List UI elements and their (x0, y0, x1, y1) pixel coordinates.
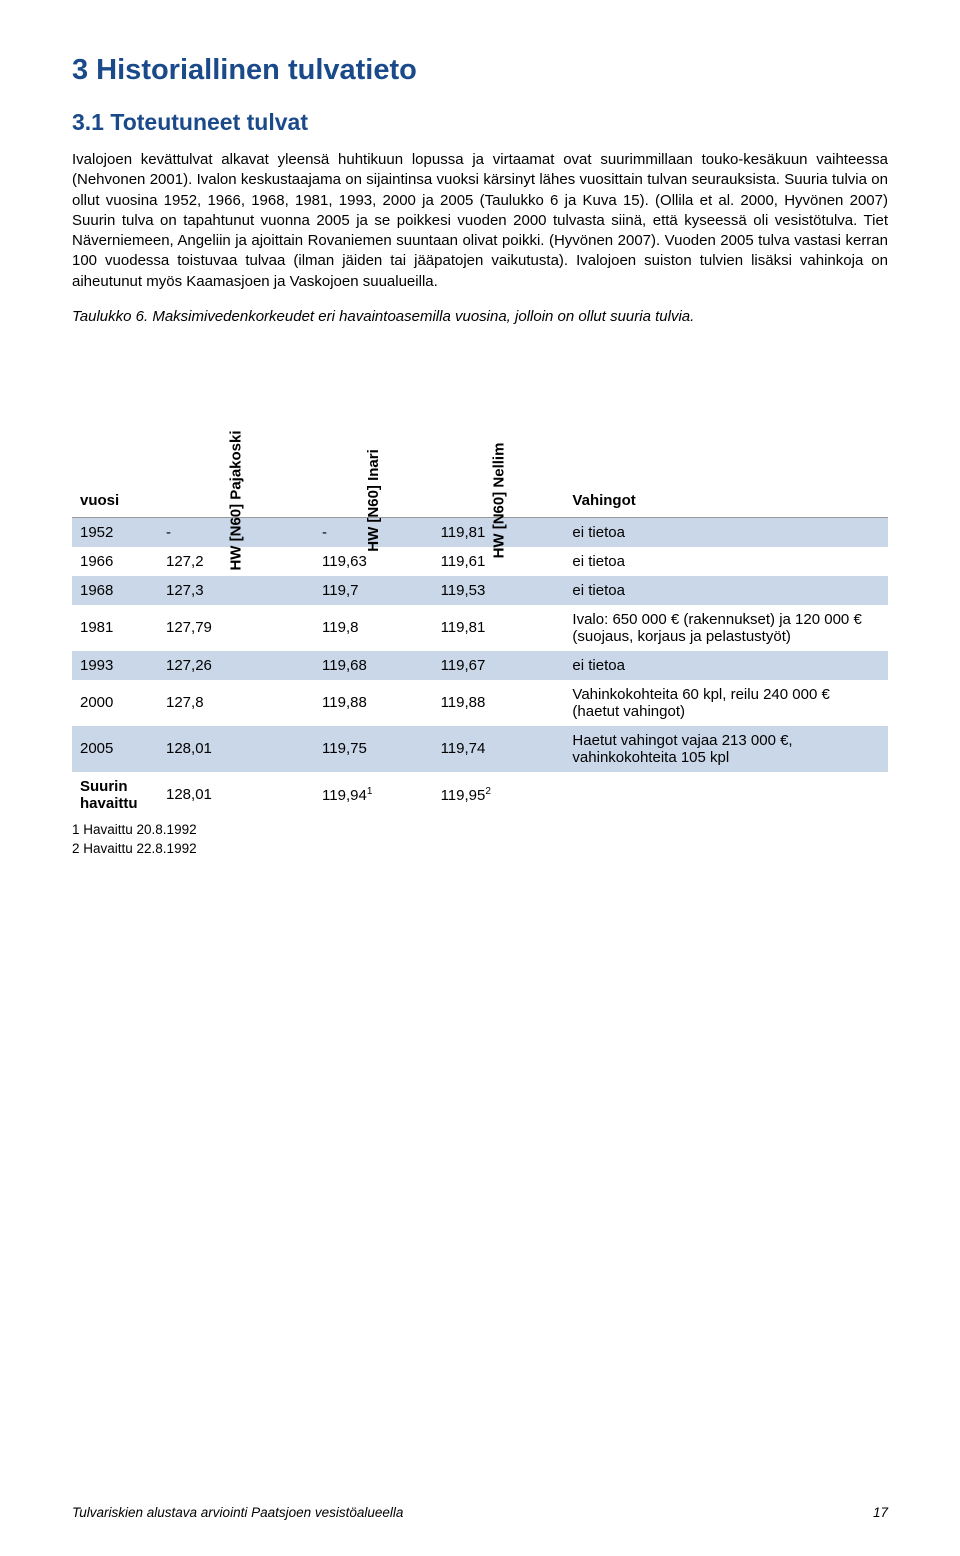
cell-damages: Ivalo: 650 000 € (rakennukset) ja 120 00… (564, 605, 888, 651)
table-row-max: Suurin havaittu 128,01 119,941 119,952 (72, 772, 888, 818)
col-header-nellim: HW [N60] Nellim (433, 343, 565, 518)
cell-c2: 119,75 (314, 726, 433, 772)
cell-c3: 119,67 (433, 651, 565, 680)
cell-damages: ei tietoa (564, 547, 888, 576)
col-header-inari-text: HW [N60] Inari (365, 449, 382, 552)
page-footer: Tulvariskien alustava arviointi Paatsjoe… (72, 1505, 888, 1520)
col-header-year: vuosi (72, 343, 158, 518)
cell-c2: 119,68 (314, 651, 433, 680)
table-row: 1966 127,2 119,63 119,61 ei tietoa (72, 547, 888, 576)
subsection-heading: 3.1 Toteutuneet tulvat (72, 109, 888, 136)
table-caption: Taulukko 6. Maksimivedenkorkeudet eri ha… (72, 308, 888, 325)
col-header-pajakoski: HW [N60] Pajakoski (158, 343, 314, 518)
page-number: 17 (873, 1505, 888, 1520)
cell-damages (564, 772, 888, 818)
cell-c1: 127,26 (158, 651, 314, 680)
col-header-damages-text: Vahingot (572, 492, 635, 509)
data-table: vuosi HW [N60] Pajakoski HW [N60] Inari … (72, 343, 888, 818)
cell-year: 1966 (72, 547, 158, 576)
cell-year: 1968 (72, 576, 158, 605)
cell-c2: 119,941 (314, 772, 433, 818)
cell-year: 2000 (72, 680, 158, 726)
cell-damages: ei tietoa (564, 651, 888, 680)
cell-c2: 119,7 (314, 576, 433, 605)
footer-title: Tulvariskien alustava arviointi Paatsjoe… (72, 1505, 403, 1520)
table-row: 2000 127,8 119,88 119,88 Vahinkokohteita… (72, 680, 888, 726)
cell-c2: 119,8 (314, 605, 433, 651)
cell-c1: 128,01 (158, 772, 314, 818)
table-row: 2005 128,01 119,75 119,74 Haetut vahingo… (72, 726, 888, 772)
cell-c2-value: 119,94 (322, 787, 367, 804)
table-row: 1981 127,79 119,8 119,81 Ivalo: 650 000 … (72, 605, 888, 651)
cell-c2-footnote-ref: 1 (367, 786, 373, 797)
cell-year: 2005 (72, 726, 158, 772)
cell-damages: ei tietoa (564, 517, 888, 547)
cell-year: Suurin havaittu (72, 772, 158, 818)
cell-c3: 119,952 (433, 772, 565, 818)
cell-year: 1981 (72, 605, 158, 651)
cell-c3: 119,81 (433, 605, 565, 651)
table-footnote-2: 2 Havaittu 22.8.1992 (72, 841, 888, 856)
cell-c3-value: 119,95 (441, 787, 486, 804)
cell-c3-footnote-ref: 2 (485, 786, 491, 797)
col-header-year-text: vuosi (80, 492, 119, 509)
cell-c3: 119,88 (433, 680, 565, 726)
body-paragraph: Ivalojoen kevättulvat alkavat yleensä hu… (72, 150, 888, 292)
section-heading: 3 Historiallinen tulvatieto (72, 54, 888, 87)
cell-c1: 127,8 (158, 680, 314, 726)
cell-c1: 128,01 (158, 726, 314, 772)
col-header-damages: Vahingot (564, 343, 888, 518)
table-row: 1993 127,26 119,68 119,67 ei tietoa (72, 651, 888, 680)
table-row: 1968 127,3 119,7 119,53 ei tietoa (72, 576, 888, 605)
cell-c1: 127,79 (158, 605, 314, 651)
cell-damages: Haetut vahingot vajaa 213 000 €, vahinko… (564, 726, 888, 772)
col-header-pajakoski-text: HW [N60] Pajakoski (228, 430, 245, 570)
col-header-nellim-text: HW [N60] Nellim (490, 442, 507, 558)
table-footnote-1: 1 Havaittu 20.8.1992 (72, 822, 888, 837)
cell-year: 1993 (72, 651, 158, 680)
cell-damages: Vahinkokohteita 60 kpl, reilu 240 000 € … (564, 680, 888, 726)
col-header-inari: HW [N60] Inari (314, 343, 433, 518)
cell-c1: 127,3 (158, 576, 314, 605)
cell-c3: 119,74 (433, 726, 565, 772)
cell-c3: 119,53 (433, 576, 565, 605)
cell-damages: ei tietoa (564, 576, 888, 605)
table-row: 1952 - - 119,81 ei tietoa (72, 517, 888, 547)
cell-year: 1952 (72, 517, 158, 547)
cell-c2: 119,88 (314, 680, 433, 726)
